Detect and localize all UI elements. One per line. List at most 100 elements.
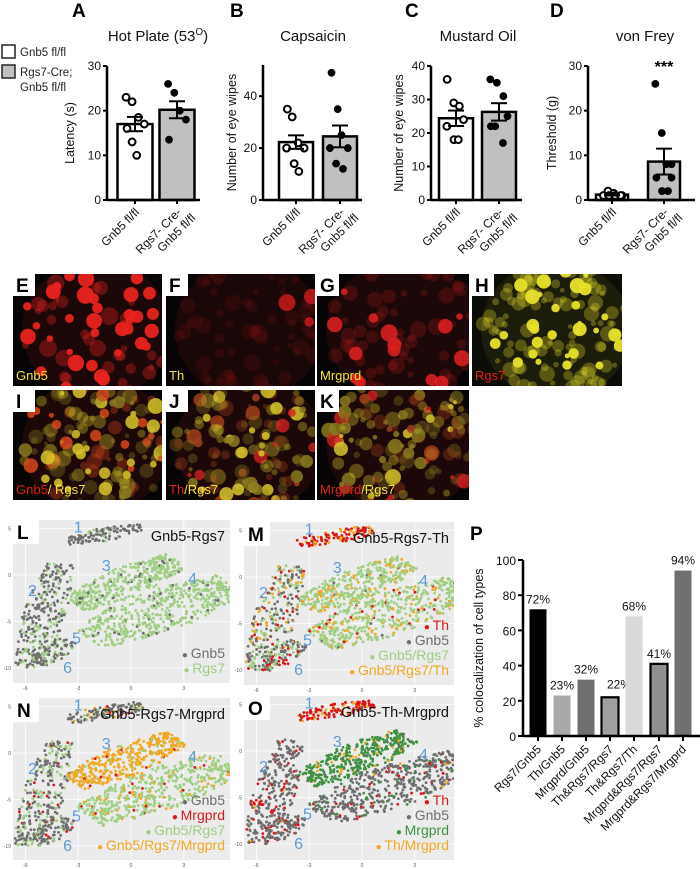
scatter-point: [95, 714, 99, 717]
scatter-point: [111, 582, 115, 586]
x-tick-label: -6: [254, 688, 259, 694]
scatter-point: [84, 583, 88, 587]
scatter-point: [359, 575, 363, 579]
cell: [217, 400, 234, 417]
scatter-point: [317, 585, 321, 589]
scatter-point: [343, 591, 346, 595]
scatter-point: [376, 618, 380, 622]
y-tick-label: 10: [569, 148, 583, 162]
scatter-point: [181, 595, 185, 599]
scatter-point: [405, 585, 408, 589]
scatter-point: [396, 624, 400, 628]
scatter-point: [381, 625, 385, 628]
scatter-point: [59, 801, 63, 805]
scatter-point: [127, 594, 131, 598]
cell: [398, 489, 408, 500]
legend-bullet: ●: [182, 650, 191, 661]
scatter-point: [345, 532, 348, 536]
scatter-point: [112, 622, 116, 626]
scatter-point: [402, 590, 406, 593]
scatter-point: [52, 578, 56, 582]
scatter-point: [318, 543, 322, 547]
scatter-point: [16, 830, 20, 834]
cell: [66, 348, 73, 356]
scatter-point: [323, 608, 327, 612]
scatter-point: [138, 629, 142, 633]
scatter-point: [347, 533, 351, 536]
cell: [567, 324, 573, 329]
scatter-point: [52, 601, 56, 605]
scatter-point: [52, 630, 56, 634]
cell: [293, 390, 300, 397]
scatter-point: [351, 618, 355, 622]
cell: [253, 509, 260, 516]
scatter-point: [137, 620, 141, 624]
cell: [407, 371, 414, 378]
scatter-point: [373, 587, 377, 591]
scatter-point: [218, 591, 222, 595]
scatter-point: [174, 584, 178, 587]
scatter-point: [47, 584, 51, 588]
scatter-point: [280, 643, 284, 647]
scatter-point: [137, 617, 141, 621]
scatter-point: [353, 587, 357, 590]
scatter-point: [254, 668, 257, 671]
scatter-point: [121, 527, 125, 531]
cell: [272, 358, 279, 366]
scatter-point: [413, 625, 416, 629]
bar: [437, 117, 475, 202]
scatter-point: [90, 594, 93, 598]
scatter-point: [136, 739, 140, 743]
cell: [20, 328, 36, 345]
scatter-point: [79, 596, 83, 600]
scatter-point: [61, 799, 65, 803]
cell: [414, 456, 427, 470]
chart-title-text: von Frey: [616, 28, 675, 45]
cell: [299, 406, 307, 414]
scatter-point: [39, 624, 42, 627]
scatter-point: [92, 605, 96, 609]
scatter-point: [38, 577, 42, 580]
scatter-point: [111, 526, 114, 530]
scatter-point: [271, 596, 275, 599]
scatter-point: [347, 595, 350, 599]
cell: [425, 421, 441, 437]
cell: [261, 263, 267, 269]
scatter-point: [39, 819, 42, 822]
cell: [625, 344, 630, 349]
scatter-point: [64, 597, 68, 601]
cell: [169, 437, 184, 452]
scatter-point: [329, 644, 333, 648]
scatter-point: [291, 610, 295, 613]
scatter-point: [211, 605, 215, 609]
scatter-point: [140, 772, 144, 775]
scatter-point: [50, 775, 54, 779]
cell: [247, 324, 261, 338]
cell: [422, 409, 433, 421]
scatter-point: [17, 810, 21, 814]
scatter-point: [33, 635, 37, 638]
y-tick-label: 0: [94, 193, 101, 207]
panel-letter: L: [17, 523, 29, 544]
scatter-point: [372, 561, 376, 565]
scatter-point: [108, 748, 112, 752]
scatter-point: [267, 591, 271, 595]
cell: [512, 274, 524, 280]
scatter-point: [100, 821, 103, 825]
scatter-point: [179, 587, 183, 591]
scatter-point: [186, 594, 190, 598]
scatter-point: [102, 750, 106, 754]
scatter-point: [92, 534, 96, 538]
scatter-point: [136, 611, 139, 615]
cell: [258, 442, 266, 449]
scatter-point: [66, 819, 70, 823]
scatter-point: [116, 777, 119, 781]
scatter-point: [127, 573, 131, 577]
cell: [452, 416, 461, 426]
scatter-point: [450, 596, 454, 599]
scatter-point: [138, 743, 142, 747]
scatter-point: [466, 590, 469, 593]
scatter-point: [89, 533, 93, 537]
scatter-point: [430, 616, 434, 620]
scatter-point: [97, 531, 101, 535]
